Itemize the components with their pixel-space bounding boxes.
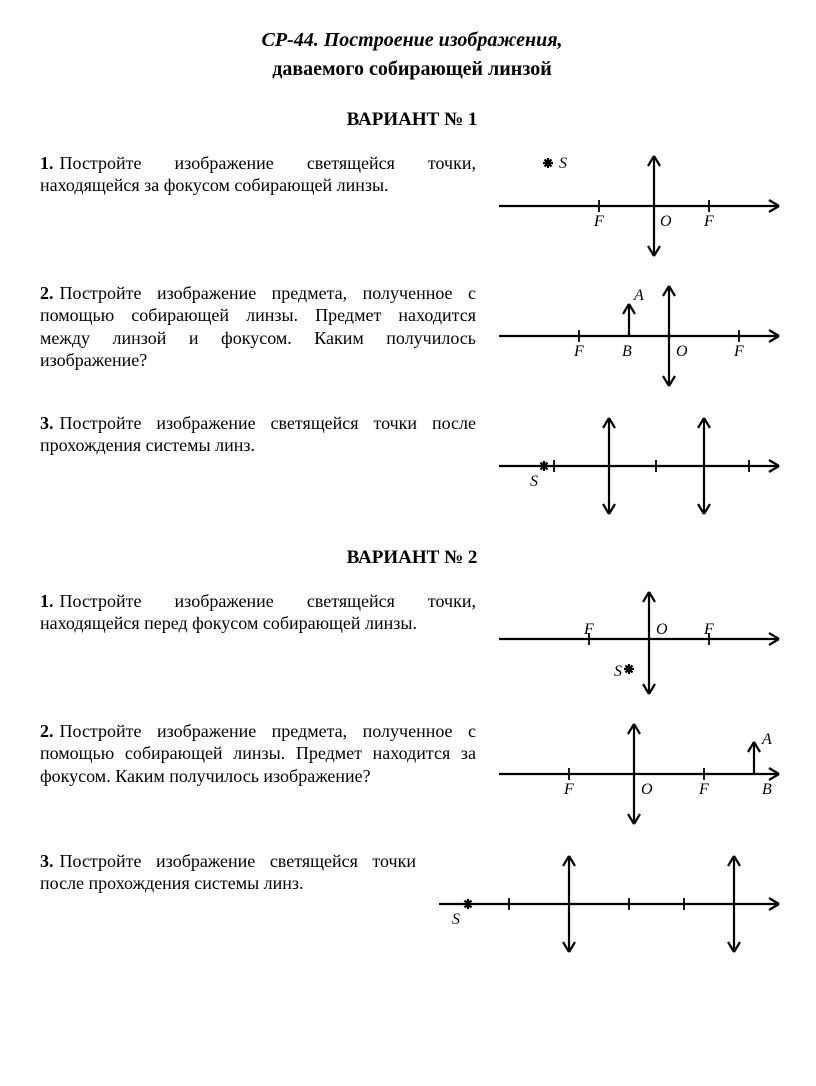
svg-text:O: O bbox=[641, 781, 653, 798]
v2-q2-text: 2.Постройте изображение предмета, получе… bbox=[40, 714, 494, 788]
svg-text:F: F bbox=[703, 213, 714, 230]
v2-q3-row: 3.Постройте изображение светящейся точки… bbox=[40, 844, 784, 964]
title-line1: Построение изображения, bbox=[324, 29, 563, 51]
svg-text:S: S bbox=[452, 911, 460, 928]
q-body: Постройте изображение предмета, полученн… bbox=[40, 283, 476, 371]
q-number: 3. bbox=[40, 851, 54, 871]
svg-text:A: A bbox=[633, 287, 644, 304]
q-number: 2. bbox=[40, 283, 54, 303]
q-body: Постройте изображение светящейся точки, … bbox=[40, 591, 476, 634]
svg-text:S: S bbox=[559, 155, 567, 172]
v1-d1: F O F S bbox=[494, 146, 784, 266]
svg-text:F: F bbox=[573, 343, 584, 360]
svg-text:O: O bbox=[656, 621, 668, 638]
v1-d3: S bbox=[494, 406, 784, 526]
worksheet-title: СР-44. Построение изображения, bbox=[40, 28, 784, 53]
q-number: 2. bbox=[40, 721, 54, 741]
svg-text:F: F bbox=[733, 343, 744, 360]
svg-text:B: B bbox=[762, 781, 772, 798]
v2-q1-row: 1.Постройте изображение светящейся точки… bbox=[40, 584, 784, 704]
svg-text:O: O bbox=[660, 213, 672, 230]
q-number: 1. bbox=[40, 153, 54, 173]
svg-text:B: B bbox=[622, 343, 632, 360]
v2-d1: F O F S bbox=[494, 584, 784, 704]
svg-text:A: A bbox=[761, 731, 772, 748]
q-body: Постройте изображение предмета, полученн… bbox=[40, 721, 476, 786]
v1-q3-text: 3.Постройте изображение светящейся точки… bbox=[40, 406, 494, 457]
v1-q1-text: 1.Постройте изображение светящейся точки… bbox=[40, 146, 494, 197]
svg-text:S: S bbox=[614, 663, 622, 680]
v1-q2-row: 2.Постройте изображение предмета, получе… bbox=[40, 276, 784, 396]
q-body: Постройте изображение светящейся точки п… bbox=[40, 851, 416, 894]
v2-q2-row: 2.Постройте изображение предмета, получе… bbox=[40, 714, 784, 834]
q-number: 1. bbox=[40, 591, 54, 611]
worksheet-subtitle: даваемого собирающей линзой bbox=[40, 57, 784, 82]
svg-text:O: O bbox=[676, 343, 688, 360]
svg-text:F: F bbox=[563, 781, 574, 798]
svg-text:F: F bbox=[583, 621, 594, 638]
svg-text:S: S bbox=[530, 473, 538, 490]
variant2-heading: ВАРИАНТ № 2 bbox=[40, 546, 784, 570]
v1-q1-row: 1.Постройте изображение светящейся точки… bbox=[40, 146, 784, 266]
q-number: 3. bbox=[40, 413, 54, 433]
variant1-heading: ВАРИАНТ № 1 bbox=[40, 108, 784, 132]
q-body: Постройте изображение светящейся точки, … bbox=[40, 153, 476, 196]
v1-q3-row: 3.Постройте изображение светящейся точки… bbox=[40, 406, 784, 526]
svg-text:F: F bbox=[703, 621, 714, 638]
v1-d2: F B O F A bbox=[494, 276, 784, 396]
title-prefix: СР-44. bbox=[261, 29, 318, 51]
svg-text:F: F bbox=[698, 781, 709, 798]
v2-d2: F O F A B bbox=[494, 714, 784, 834]
v2-d3: S bbox=[434, 844, 784, 964]
v2-q3-text: 3.Постройте изображение светящейся точки… bbox=[40, 844, 434, 895]
svg-text:F: F bbox=[593, 213, 604, 230]
q-body: Постройте изображение светящейся точки п… bbox=[40, 413, 476, 456]
v2-q1-text: 1.Постройте изображение светящейся точки… bbox=[40, 584, 494, 635]
v1-q2-text: 2.Постройте изображение предмета, получе… bbox=[40, 276, 494, 372]
